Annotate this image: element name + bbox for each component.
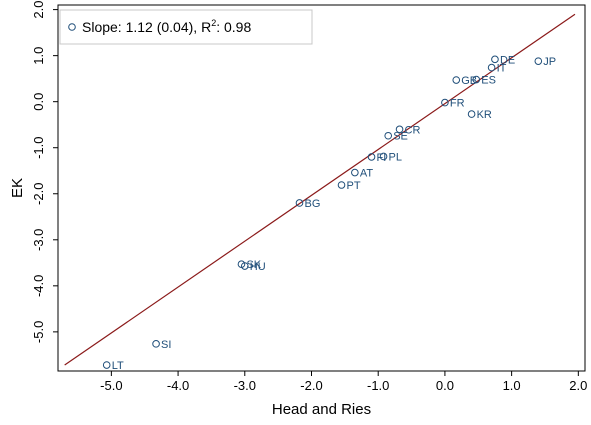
point-label-si: SI: [161, 339, 171, 351]
legend-marker: [68, 23, 76, 31]
y-tick-label: -1.0: [31, 137, 46, 159]
data-point-gb: [452, 76, 461, 84]
data-point-hu: [240, 262, 249, 270]
point-label-fi: FI: [377, 152, 387, 164]
legend-text-rest: : 0.98: [216, 19, 251, 35]
point-label-pt: PT: [347, 180, 361, 192]
point-label-fr: FR: [450, 98, 465, 110]
point-label-it: IT: [497, 63, 507, 75]
data-point-lt: [102, 361, 111, 369]
x-tick-label: 0.0: [436, 378, 454, 393]
data-point-cr: [395, 125, 404, 134]
point-label-sk: SK: [246, 259, 261, 271]
x-tick-label: -4.0: [167, 378, 189, 393]
legend-text-superscript: 2: [211, 18, 216, 28]
point-label-de: DE: [500, 54, 515, 66]
legend-box: [59, 9, 313, 45]
fit-line: [64, 13, 576, 366]
data-point-bg: [295, 199, 304, 207]
y-axis-label: EK: [9, 178, 26, 198]
y-tick-label: -5.0: [31, 321, 46, 343]
data-point-at: [351, 168, 359, 177]
point-label-cr: CR: [405, 124, 421, 136]
plot-frame: [57, 4, 586, 372]
data-point-es: [472, 75, 481, 84]
point-label-jp: JP: [543, 56, 556, 68]
x-tick-label: -3.0: [234, 378, 256, 393]
data-point-pl: [379, 152, 388, 161]
data-point-kr: [467, 110, 476, 118]
x-tick-label: 1.0: [503, 378, 521, 393]
y-tick-label: -4.0: [31, 275, 46, 297]
point-label-se: SE: [393, 131, 408, 143]
y-tick-label: -3.0: [31, 229, 46, 251]
y-tick-label: 1.0: [31, 47, 46, 65]
x-tick-label: -1.0: [367, 378, 389, 393]
point-label-lt: LT: [112, 360, 124, 372]
point-label-bg: BG: [304, 198, 320, 210]
data-point-se: [384, 131, 393, 140]
y-tick-label: -2.0: [31, 183, 46, 205]
point-label-hu: HU: [250, 261, 266, 273]
data-point-si: [152, 340, 160, 348]
x-axis-label: Head and Ries: [272, 401, 371, 418]
data-point-pt: [337, 181, 346, 189]
data-point-de: [491, 55, 499, 64]
point-label-es: ES: [481, 75, 496, 87]
point-label-gb: GB: [461, 75, 477, 87]
data-point-jp: [534, 57, 543, 65]
x-tick-label: -2.0: [300, 378, 322, 393]
data-point-fr: [441, 98, 449, 107]
data-point-it: [487, 63, 496, 72]
x-tick-label: 2.0: [569, 378, 587, 393]
x-tick-label: -5.0: [100, 378, 122, 393]
data-point-fi: [367, 153, 376, 161]
legend-text: Slope: 1.12 (0.04), R2: 0.98: [82, 18, 251, 35]
y-tick-label: 0.0: [31, 93, 46, 111]
point-label-kr: KR: [477, 109, 492, 121]
legend-text-main: Slope: 1.12 (0.04), R: [82, 19, 211, 35]
y-tick-label: 2.0: [31, 1, 46, 19]
point-label-pl: PL: [389, 151, 402, 163]
point-label-at: AT: [360, 168, 374, 180]
